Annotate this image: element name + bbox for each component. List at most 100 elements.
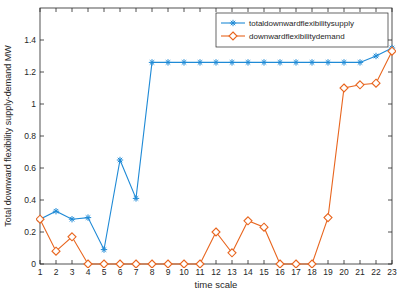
x-tick — [296, 8, 297, 12]
x-tick-label: 11 — [196, 267, 205, 277]
y-tick — [388, 72, 392, 73]
marker — [164, 260, 172, 268]
x-tick — [184, 8, 185, 12]
marker — [181, 59, 187, 65]
marker — [117, 157, 123, 163]
marker — [212, 228, 220, 236]
y-tick — [388, 232, 392, 233]
x-tick — [216, 8, 217, 12]
marker — [101, 246, 107, 252]
x-tick — [360, 260, 361, 264]
plot-data — [36, 45, 396, 268]
x-tick-label: 12 — [211, 267, 221, 277]
x-tick — [280, 8, 281, 12]
marker — [68, 233, 76, 241]
series-line — [40, 51, 392, 264]
y-tick — [40, 200, 44, 201]
x-tick — [344, 8, 345, 12]
x-tick — [248, 260, 249, 264]
x-tick — [136, 8, 137, 12]
marker — [53, 208, 59, 214]
x-tick-label: 23 — [387, 267, 397, 277]
x-tick-label: 17 — [291, 267, 301, 277]
marker — [148, 260, 156, 268]
marker — [37, 216, 43, 222]
marker — [341, 59, 347, 65]
marker — [229, 59, 235, 65]
series-line — [40, 48, 392, 250]
marker — [85, 214, 91, 220]
chart: 00.20.40.60.811.21.412345678910111213141… — [0, 0, 400, 291]
y-tick-label: 0.4 — [24, 195, 36, 205]
marker — [100, 260, 108, 268]
x-tick-label: 7 — [134, 267, 139, 277]
x-tick — [72, 8, 73, 12]
y-tick — [40, 168, 44, 169]
x-tick-label: 20 — [339, 267, 349, 277]
x-tick-label: 5 — [102, 267, 107, 277]
x-tick — [312, 8, 313, 12]
marker — [52, 247, 60, 255]
x-tick — [392, 8, 393, 12]
x-tick — [360, 8, 361, 12]
y-tick-label: 0.2 — [24, 227, 36, 237]
x-tick-label: 19 — [323, 267, 333, 277]
marker — [276, 260, 284, 268]
y-tick — [40, 40, 44, 41]
x-tick — [40, 8, 41, 12]
x-tick — [88, 8, 89, 12]
x-tick-label: 3 — [70, 267, 75, 277]
y-tick-label: 0.8 — [24, 131, 36, 141]
x-tick — [344, 260, 345, 264]
y-tick — [388, 40, 392, 41]
x-tick-label: 21 — [355, 267, 365, 277]
marker — [149, 59, 155, 65]
marker — [373, 53, 379, 59]
x-tick — [56, 8, 57, 12]
marker — [245, 59, 251, 65]
x-tick-label: 6 — [118, 267, 123, 277]
x-tick-label: 16 — [275, 267, 285, 277]
marker — [293, 59, 299, 65]
legend-label: totaldownwardflexibilitysupply — [249, 19, 354, 28]
marker — [324, 214, 332, 222]
x-tick-label: 2 — [54, 267, 59, 277]
x-tick — [232, 8, 233, 12]
marker — [230, 20, 236, 26]
x-tick — [392, 260, 393, 264]
y-tick — [40, 264, 44, 265]
legend-label: downwardflexibilitydemand — [249, 32, 345, 41]
marker — [261, 59, 267, 65]
y-tick-label: 1.4 — [24, 35, 36, 45]
marker — [309, 59, 315, 65]
x-tick-label: 13 — [227, 267, 237, 277]
x-tick-label: 4 — [86, 267, 91, 277]
marker — [277, 59, 283, 65]
y-tick — [388, 136, 392, 137]
x-tick-label: 10 — [179, 267, 189, 277]
y-tick — [388, 200, 392, 201]
legend-marker — [229, 32, 237, 40]
marker — [36, 215, 44, 223]
x-tick — [328, 260, 329, 264]
x-tick — [168, 8, 169, 12]
x-tick — [200, 8, 201, 12]
marker — [260, 223, 268, 231]
x-tick — [104, 8, 105, 12]
x-tick — [328, 8, 329, 12]
legend-marker — [230, 20, 236, 26]
y-tick — [40, 232, 44, 233]
marker — [308, 260, 316, 268]
marker — [84, 260, 92, 268]
marker — [196, 260, 204, 268]
x-tick — [152, 8, 153, 12]
marker — [357, 59, 363, 65]
marker — [132, 260, 140, 268]
y-tick — [40, 136, 44, 137]
x-tick-label: 9 — [166, 267, 171, 277]
y-tick — [388, 168, 392, 169]
y-tick-label: 1 — [31, 99, 36, 109]
x-tick — [376, 8, 377, 12]
marker — [116, 260, 124, 268]
marker — [197, 59, 203, 65]
